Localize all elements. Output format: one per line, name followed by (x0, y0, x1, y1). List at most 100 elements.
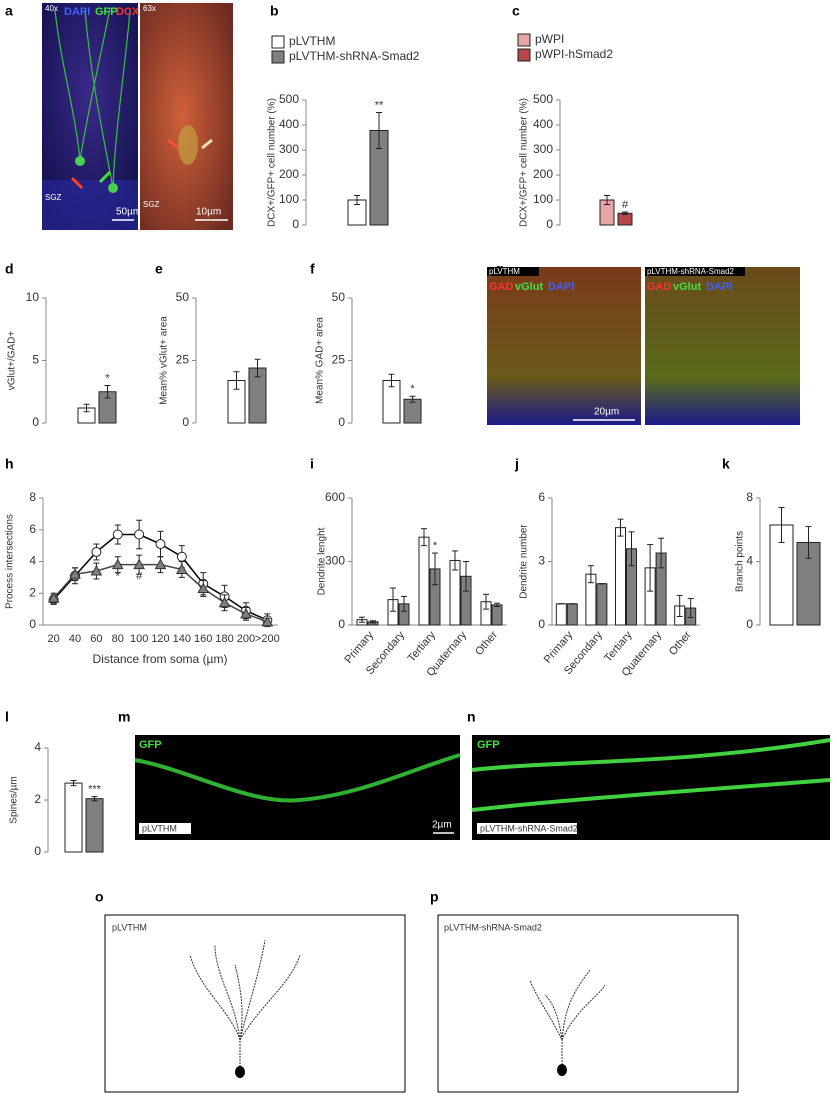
panel-letter: e (155, 261, 163, 277)
scale-label: 50µm (116, 207, 141, 218)
y-tick-label: 25 (332, 353, 346, 367)
y-axis-label: Dendrite number (519, 524, 530, 599)
stain-label: GFP (139, 739, 162, 751)
arrow (70, 176, 84, 190)
legend-swatch (517, 33, 531, 47)
y-axis-label: Process intersections (5, 514, 16, 609)
region-label: SGZ (143, 200, 160, 209)
soma (235, 1066, 245, 1078)
condition-label: pLVTHM (112, 922, 147, 932)
y-tick-label: 0 (746, 617, 753, 631)
stain-label: DAPI (548, 281, 574, 293)
stain-label: DAPI (64, 6, 90, 18)
marker (134, 529, 145, 540)
bar (418, 536, 430, 626)
panel-letter: k (722, 456, 730, 472)
y-tick-label: 0 (34, 844, 41, 858)
significance: # (622, 199, 629, 211)
bar (555, 603, 567, 626)
marker (197, 582, 210, 593)
y-tick-label: 10 (26, 290, 40, 304)
significance: * (433, 540, 438, 552)
marker (154, 558, 167, 570)
y-tick-label: 600 (325, 490, 345, 504)
marker (47, 591, 60, 603)
label-box (645, 267, 745, 276)
y-tick-label: 3 (538, 554, 545, 568)
bar (491, 604, 503, 626)
y-tick-label: 0 (29, 617, 36, 631)
y-axis-label: vGlut+/GAD+ (7, 331, 18, 391)
significance: ** (375, 99, 384, 111)
panel-letter: m (118, 709, 130, 725)
neuron (54, 7, 131, 189)
stain-label: DAPI (706, 281, 732, 293)
y-axis-label: Dendrite lenght (317, 527, 328, 595)
y-tick-label: 4 (34, 740, 41, 754)
significance: * (410, 383, 415, 395)
label-box (487, 267, 539, 276)
scale-label: 10µm (196, 207, 221, 218)
stain-label: DCX (116, 6, 140, 18)
x-tick-label: 160 (194, 633, 212, 645)
y-axis-label: Branch points (735, 531, 746, 592)
bar (596, 583, 608, 626)
legend-swatch (271, 35, 285, 49)
panel-letter: p (430, 889, 439, 905)
bar (566, 603, 578, 626)
sgz-layer (42, 180, 138, 230)
soma (75, 156, 85, 166)
y-tick-label: 6 (29, 522, 36, 536)
x-tick-label: >200 (255, 633, 280, 645)
x-tick-label: 200 (237, 633, 255, 645)
panel-letter: b (270, 3, 279, 19)
bar (85, 798, 104, 853)
y-tick-label: 500 (533, 92, 553, 106)
micrograph (135, 735, 460, 840)
micrograph (140, 3, 233, 230)
x-tick-label: 80 (112, 633, 124, 645)
y-tick-label: 50 (176, 290, 190, 304)
y-tick-label: 50 (332, 290, 346, 304)
y-tick-label: 0 (182, 415, 189, 429)
stain-label: GFP (95, 6, 118, 18)
label-box (477, 823, 577, 834)
condition-label: pLVTHM-shRNA-Smad2 (647, 267, 735, 276)
condition-label: pLVTHM (489, 267, 520, 276)
y-axis-label: Mean% GAD+ area (315, 317, 326, 404)
y-tick-label: 8 (29, 490, 36, 504)
significance: # (136, 571, 143, 583)
marker (240, 607, 252, 619)
arrow (201, 138, 213, 150)
dendrite (134, 753, 461, 803)
dendrite (471, 738, 831, 812)
marker (176, 551, 187, 562)
panel-letter: h (5, 456, 14, 472)
x-tick-label: 40 (69, 633, 81, 645)
y-axis-label: DCX+/GFP+ cell number (%) (519, 98, 530, 227)
legend-swatch (271, 50, 285, 64)
scale-label: 20µm (594, 407, 619, 418)
marker (155, 539, 166, 550)
y-tick-label: 100 (279, 192, 299, 206)
panel-letter: c (512, 3, 520, 19)
arrow (167, 138, 179, 150)
x-tick-label: Other (473, 629, 500, 658)
panel-letter: j (514, 456, 519, 472)
tracing-frame (437, 914, 739, 1093)
marker (111, 558, 124, 570)
marker (218, 596, 231, 608)
panel-letter: f (310, 261, 315, 277)
stain-label: GAD (489, 281, 514, 293)
panel-letter: l (5, 709, 9, 725)
marker (69, 568, 81, 579)
legend-label: pLVTHM-shRNA-Smad2 (289, 49, 420, 63)
y-tick-label: 2 (34, 792, 41, 806)
bar (403, 398, 422, 424)
panel-letter: o (95, 889, 104, 905)
neuron-tracing (189, 939, 301, 1070)
y-tick-label: 500 (279, 92, 299, 106)
significance: * (105, 372, 110, 384)
soma (178, 125, 198, 165)
x-tick-label: Other (667, 629, 694, 658)
